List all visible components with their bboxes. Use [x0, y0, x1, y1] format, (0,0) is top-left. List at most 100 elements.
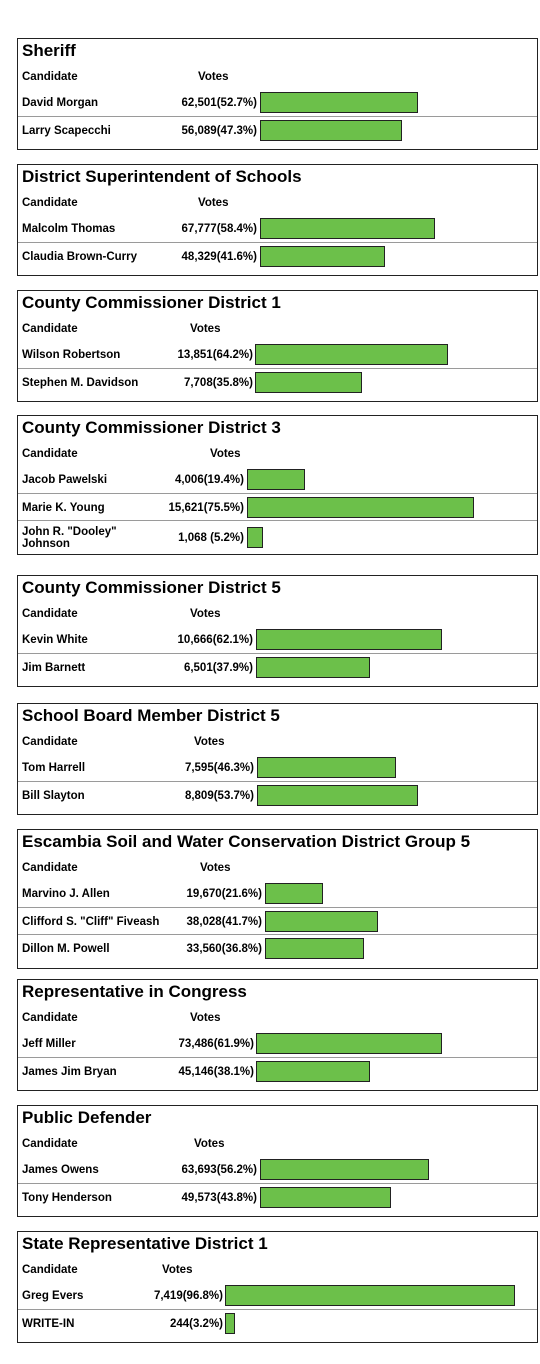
candidate-header: Candidate: [22, 1264, 78, 1276]
vote-count: 8,809 (53.7%): [185, 782, 254, 810]
race-panel: District Superintendent of Schools Candid…: [17, 164, 538, 276]
candidate-name: James Owens: [22, 1164, 99, 1176]
vote-percent: (5.2%): [206, 532, 244, 544]
vote-number: 1,068: [178, 532, 207, 544]
votes-header: Votes: [190, 1012, 221, 1024]
vote-count: 63,693 (56.2%): [182, 1156, 257, 1184]
vote-percent: (37.9%): [212, 662, 253, 674]
vote-number: 67,777: [181, 223, 217, 235]
vote-number: 38,028: [186, 916, 222, 928]
race-panel: County Commissioner District 3 Candidate V…: [17, 415, 538, 555]
candidate-row: James Jim Bryan 45,146 (38.1%): [18, 1057, 537, 1086]
vote-count: 33,560 (36.8%): [187, 935, 262, 963]
vote-count: 7,419 (96.8%): [154, 1282, 223, 1310]
candidate-row: Jeff Miller 73,486 (61.9%): [18, 1030, 537, 1058]
vote-number: 15,621: [168, 502, 204, 514]
votes-header: Votes: [190, 608, 221, 620]
vote-count: 7,595 (46.3%): [185, 754, 254, 782]
candidate-header: Candidate: [22, 448, 78, 460]
votes-header: Votes: [198, 71, 229, 83]
vote-count: 62,501 (52.7%): [182, 89, 257, 117]
candidate-header: Candidate: [22, 736, 78, 748]
vote-bar: [256, 657, 370, 678]
vote-bar: [255, 372, 362, 393]
race-title: County Commissioner District 1: [22, 293, 281, 312]
candidate-name: Claudia Brown-Curry: [22, 251, 138, 263]
race-title: Escambia Soil and Water Conservation Dis…: [22, 832, 471, 851]
vote-percent: (64.2%): [212, 349, 253, 361]
vote-bar: [265, 883, 323, 904]
vote-percent: (47.3%): [216, 125, 257, 137]
vote-number: 13,851: [177, 349, 213, 361]
candidate-name: Kevin White: [22, 634, 88, 646]
votes-header: Votes: [190, 323, 221, 335]
vote-number: 56,089: [181, 125, 217, 137]
votes-header: Votes: [194, 1138, 225, 1150]
vote-percent: (56.2%): [216, 1164, 257, 1176]
vote-percent: (43.8%): [216, 1192, 257, 1204]
votes-header: Votes: [194, 736, 225, 748]
vote-bar: [247, 527, 263, 548]
vote-number: 49,573: [181, 1192, 217, 1204]
vote-number: 10,666: [177, 634, 213, 646]
candidate-row: Greg Evers 7,419 (96.8%): [18, 1282, 537, 1310]
candidate-name: Wilson Robertson: [22, 349, 121, 361]
vote-bar: [247, 497, 474, 518]
race-panel: Sheriff Candidate Votes David Morgan 62,501 …: [17, 38, 538, 150]
vote-percent: (62.1%): [212, 634, 253, 646]
vote-bar: [256, 629, 442, 650]
vote-bar: [257, 757, 396, 778]
vote-count: 48,329 (41.6%): [182, 243, 257, 271]
candidate-name: David Morgan: [22, 97, 99, 109]
vote-number: 63,693: [181, 1164, 217, 1176]
vote-number: 8,809: [184, 790, 214, 802]
candidate-row: John R. "Dooley" Johnson 1,068 (5.2%): [18, 520, 537, 555]
race-panel: School Board Member District 5 Candidate V…: [17, 703, 538, 815]
votes-header: Votes: [162, 1264, 193, 1276]
candidate-name: Jeff Miller: [22, 1038, 76, 1050]
vote-count: 15,621 (75.5%): [169, 494, 244, 522]
candidate-row: Jacob Pawelski 4,006 (19.4%): [18, 466, 537, 494]
vote-percent: (96.8%): [182, 1290, 223, 1302]
race-title: County Commissioner District 5: [22, 578, 281, 597]
candidate-row: WRITE-IN 244 (3.2%): [18, 1309, 537, 1338]
candidate-name: Jim Barnett: [22, 662, 86, 674]
candidate-header: Candidate: [22, 1138, 78, 1150]
vote-number: 7,595: [184, 762, 214, 774]
vote-percent: (3.2%): [189, 1318, 223, 1330]
vote-percent: (61.9%): [213, 1038, 254, 1050]
vote-bar: [257, 785, 418, 806]
vote-count: 19,670 (21.6%): [187, 880, 262, 908]
vote-bar: [260, 92, 418, 113]
candidate-name: Greg Evers: [22, 1290, 84, 1302]
vote-percent: (36.8%): [221, 943, 262, 955]
vote-percent: (41.6%): [216, 251, 257, 263]
candidate-row: Larry Scapecchi 56,089 (47.3%): [18, 116, 537, 145]
candidate-name: Tony Henderson: [22, 1192, 112, 1204]
vote-number: 6,501: [183, 662, 213, 674]
race-panel: County Commissioner District 5 Candidate V…: [17, 575, 538, 687]
vote-number: 62,501: [181, 97, 217, 109]
vote-number: 4,006: [174, 474, 204, 486]
candidate-row: Tony Henderson 49,573 (43.8%): [18, 1183, 537, 1212]
vote-count: 244 (3.2%): [170, 1310, 223, 1338]
candidate-row: Marvino J. Allen 19,670 (21.6%): [18, 880, 537, 908]
vote-number: 7,708: [183, 377, 213, 389]
vote-bar: [256, 1061, 370, 1082]
votes-header: Votes: [200, 862, 231, 874]
vote-number: 244: [169, 1318, 190, 1330]
vote-count: 73,486 (61.9%): [179, 1030, 254, 1058]
race-title: State Representative District 1: [22, 1234, 268, 1253]
candidate-header: Candidate: [22, 323, 78, 335]
candidate-name: Bill Slayton: [22, 790, 85, 802]
candidate-name: Tom Harrell: [22, 762, 86, 774]
candidate-row: Claudia Brown-Curry 48,329 (41.6%): [18, 242, 537, 271]
vote-number: 73,486: [178, 1038, 214, 1050]
race-title: Representative in Congress: [22, 982, 247, 1001]
vote-number: 33,560: [186, 943, 222, 955]
vote-count: 7,708 (35.8%): [184, 369, 253, 397]
race-panel: Representative in Congress Candidate Votes…: [17, 979, 538, 1091]
candidate-name: Larry Scapecchi: [22, 125, 111, 137]
vote-percent: (21.6%): [221, 888, 262, 900]
vote-bar: [247, 469, 305, 490]
